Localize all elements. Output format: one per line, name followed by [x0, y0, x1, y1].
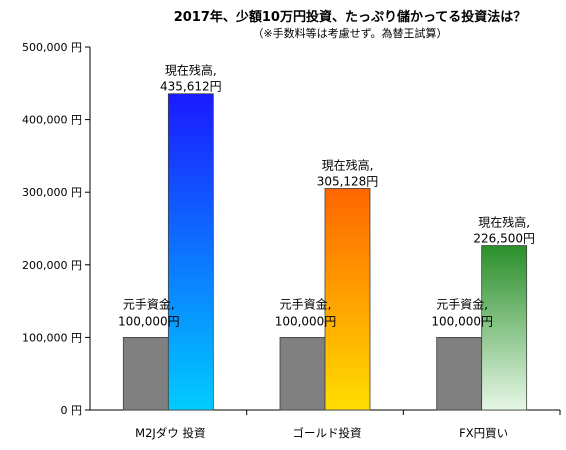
y-tick-label: 300,000 円 [22, 186, 82, 199]
y-tick-label: 400,000 円 [22, 114, 82, 127]
category-label: ゴールド投資 [293, 426, 362, 440]
y-tick-label: 200,000 円 [22, 259, 82, 272]
axes: 0 円 100,000 円 200,000 円 300,000 円 400,000 円 5… [22, 41, 561, 440]
bars [122, 93, 528, 411]
data-label-base: 100,000円 [118, 314, 180, 328]
data-label-current: 現在残高, [165, 63, 217, 78]
data-label-current: 現在残高, [478, 215, 530, 230]
data-label-base: 元手資金, [123, 296, 175, 311]
y-tick-label: 500,000 円 [22, 41, 82, 54]
data-label-base: 元手資金, [436, 296, 488, 311]
category-label: M2Jダウ 投資 [135, 426, 205, 440]
data-label-base: 元手資金, [280, 296, 332, 311]
y-tick-label: 100,000 円 [22, 331, 82, 344]
data-label-current: 305,128円 [317, 174, 379, 188]
data-label-current: 226,500円 [473, 232, 535, 246]
bar-base [279, 336, 326, 411]
bar-base [436, 336, 483, 411]
data-label-current: 435,612円 [160, 80, 222, 94]
chart-title: 2017年、少額10万円投資、たっぷり儲かってる投資法は？ [174, 9, 527, 25]
y-tick-label: 0 円 [61, 404, 83, 417]
category-label: FX円買い [459, 426, 508, 440]
chart-subtitle: （※手数料等は考慮せず。為替王試算） [252, 26, 447, 40]
bar-current [324, 188, 371, 411]
data-label-current: 現在残高, [322, 157, 374, 172]
data-label-base: 100,000円 [275, 314, 337, 328]
bar-base [122, 336, 169, 411]
data-label-base: 100,000円 [431, 314, 493, 328]
bar-current [481, 245, 528, 411]
bar-current [167, 93, 214, 411]
